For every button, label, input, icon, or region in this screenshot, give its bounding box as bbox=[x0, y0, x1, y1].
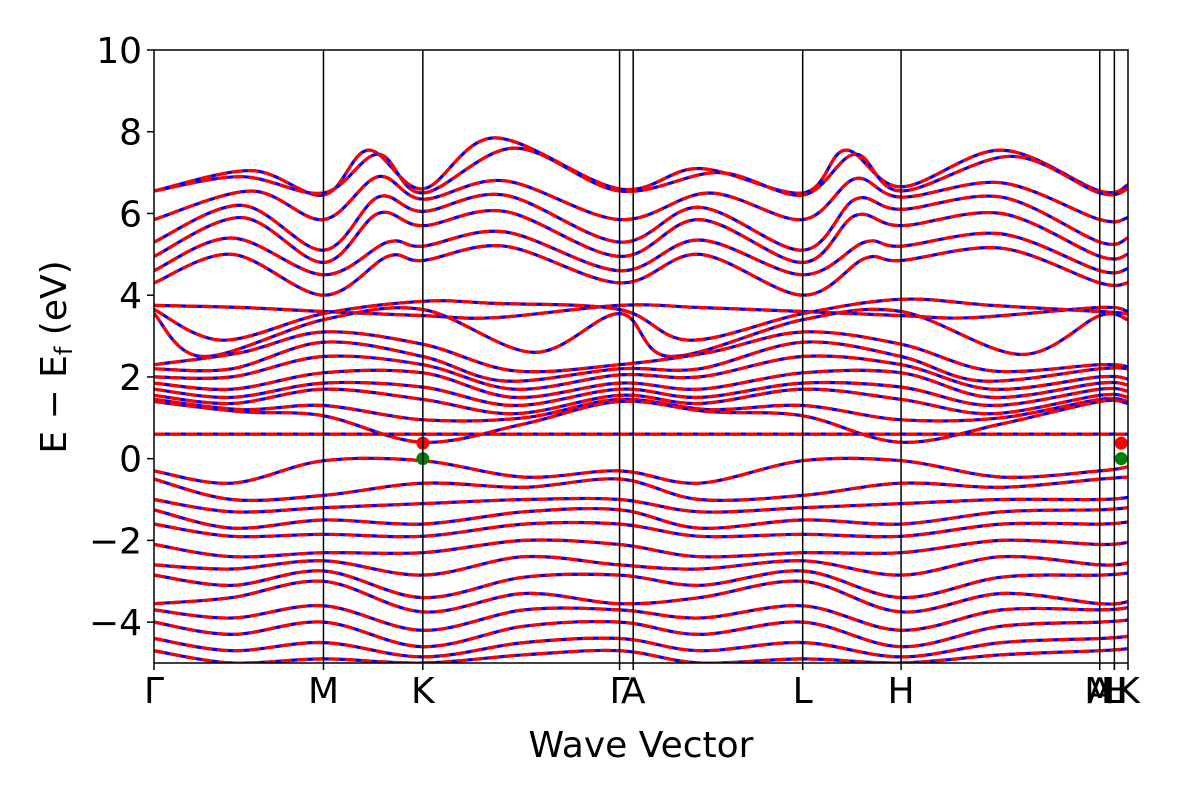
y-axis-label-subscript: f bbox=[50, 346, 78, 355]
x-tick-label: L bbox=[793, 671, 813, 712]
band-line-red-28 bbox=[154, 603, 1128, 632]
band-line-red-7 bbox=[154, 303, 1128, 320]
band-line-blue-0 bbox=[154, 136, 1128, 197]
markers-layer bbox=[416, 436, 1128, 466]
x-tick-label: L bbox=[1104, 671, 1124, 712]
x-tick-label: H bbox=[888, 671, 915, 712]
y-axis-ticks: −4 −2 0 2 4 6 8 10 bbox=[89, 31, 154, 644]
band-line-blue-28 bbox=[154, 603, 1128, 632]
kpoint-lines bbox=[322, 50, 1116, 663]
y-tick-label: 0 bbox=[119, 440, 142, 481]
y-tick-label: 10 bbox=[96, 31, 142, 72]
band-line-red-10 bbox=[154, 330, 1128, 374]
x-axis-label: Wave Vector bbox=[529, 725, 754, 766]
x-tick-label: K bbox=[1116, 671, 1141, 712]
y-axis-label-unit: (eV) bbox=[34, 260, 75, 346]
band-line-red-16 bbox=[154, 396, 1128, 423]
band-line-red-20 bbox=[154, 475, 1128, 503]
bands-layer bbox=[154, 136, 1128, 663]
band-line-blue-9 bbox=[154, 306, 1128, 359]
y-axis-label: E − Ef (eV) bbox=[34, 260, 78, 453]
x-tick-label: Γ bbox=[610, 671, 630, 712]
band-line-red-29 bbox=[154, 618, 1128, 649]
band-line-red-11 bbox=[154, 340, 1128, 383]
x-tick-label: A bbox=[621, 671, 646, 712]
band-line-red-12 bbox=[154, 354, 1128, 392]
band-line-red-3 bbox=[154, 192, 1128, 252]
x-tick-label: K bbox=[411, 671, 436, 712]
band-line-red-9 bbox=[154, 306, 1128, 359]
band-line-blue-19 bbox=[154, 456, 1128, 485]
plot-frame bbox=[153, 49, 1129, 664]
x-tick-label: M bbox=[308, 671, 339, 712]
band-line-red-22 bbox=[154, 506, 1128, 530]
extremum-marker-3 bbox=[1114, 436, 1128, 450]
extremum-marker-2 bbox=[1114, 452, 1128, 466]
x-tick-label: H bbox=[1101, 671, 1128, 712]
band-line-red-2 bbox=[154, 174, 1128, 224]
y-axis-label-main: E − E bbox=[34, 355, 75, 454]
band-line-red-27 bbox=[154, 579, 1128, 614]
band-line-red-26 bbox=[154, 569, 1128, 600]
band-line-blue-8 bbox=[154, 297, 1128, 342]
band-line-red-17 bbox=[154, 398, 1128, 444]
x-tick-label: M bbox=[1084, 671, 1115, 712]
x-tick-label: Γ bbox=[144, 671, 164, 712]
band-line-blue-26 bbox=[154, 569, 1128, 600]
y-tick-label: −4 bbox=[89, 603, 142, 644]
y-tick-label: 2 bbox=[119, 358, 142, 399]
y-tick-label: −2 bbox=[89, 521, 142, 562]
y-tick-label: 8 bbox=[119, 113, 142, 154]
x-tick-label: A bbox=[1087, 671, 1112, 712]
y-tick-label: 6 bbox=[119, 194, 142, 235]
band-line-red-13 bbox=[154, 368, 1128, 400]
band-line-blue-10 bbox=[154, 330, 1128, 374]
band-line-red-23 bbox=[154, 520, 1128, 539]
y-tick-label: 4 bbox=[119, 276, 142, 317]
band-line-red-1 bbox=[154, 146, 1128, 197]
band-line-red-19 bbox=[154, 456, 1128, 485]
